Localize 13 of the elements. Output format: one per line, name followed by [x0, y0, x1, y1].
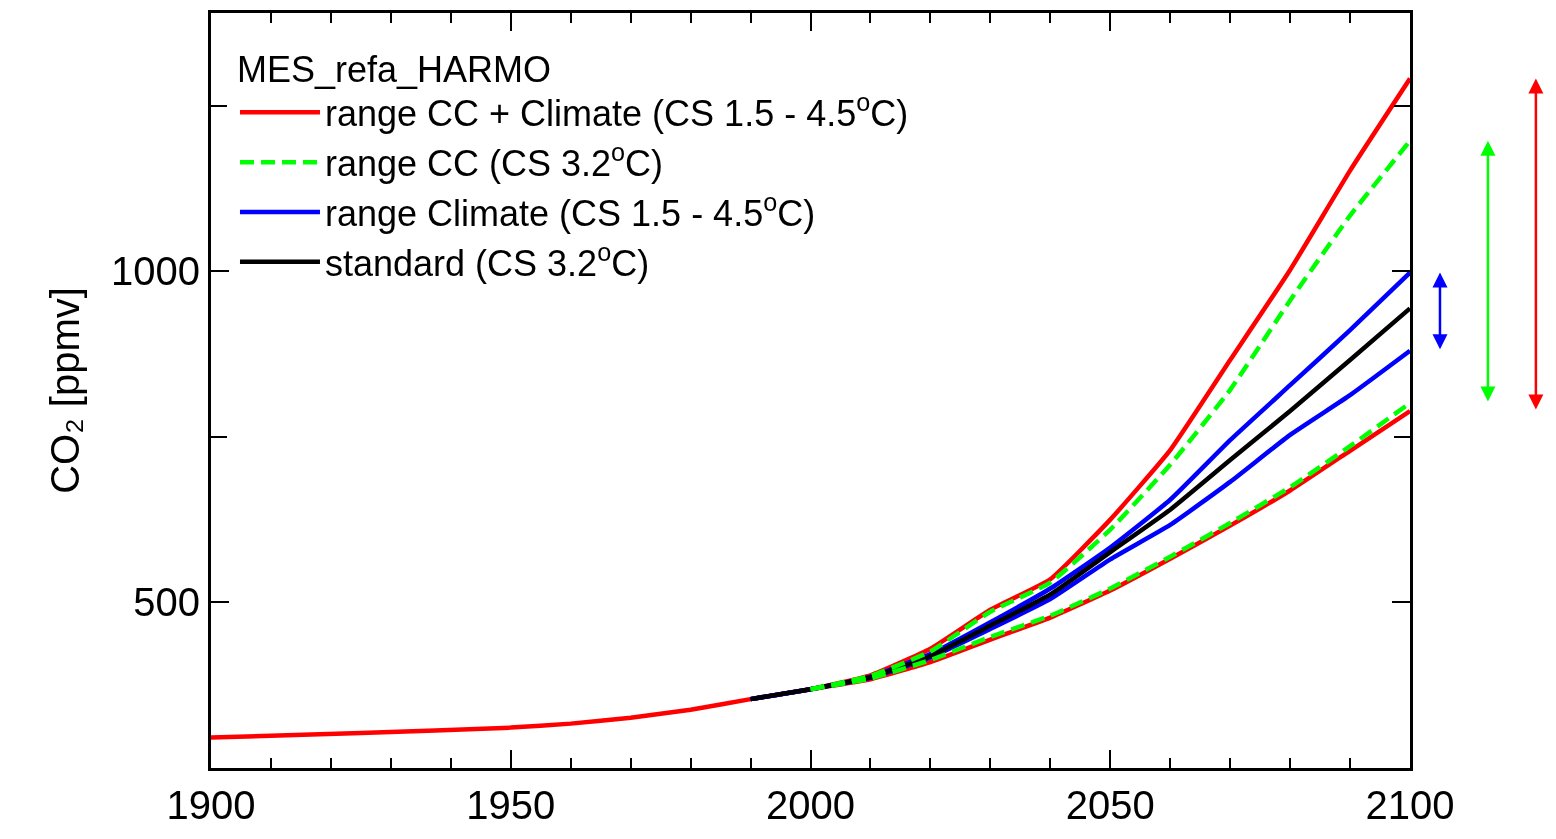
legend-label: range Climate (CS 1.5 - 4.5$^{o}$C): [324, 187, 816, 234]
legend-label: range CC + Climate (CS 1.5 - 4.5$^{o}$C): [324, 88, 909, 135]
legend-title: MES_refa_HARMO: [236, 49, 552, 91]
x-tick-label: 2000: [766, 783, 855, 827]
x-tick-label: 2100: [1365, 783, 1455, 827]
y-tick-label: 500: [133, 580, 200, 625]
x-tick-label: 1950: [466, 783, 556, 827]
legend-label: standard (CS 3.2$^{o}$C): [324, 237, 650, 284]
y-axis-title: CO₂ [ppmv]: [42, 287, 87, 494]
x-tick-label: 2050: [1065, 783, 1155, 827]
y-tick-label: 1000: [111, 249, 200, 294]
x-tick-label: 1900: [166, 783, 256, 827]
legend-label: range CC (CS 3.2$^{o}$C): [324, 138, 664, 185]
